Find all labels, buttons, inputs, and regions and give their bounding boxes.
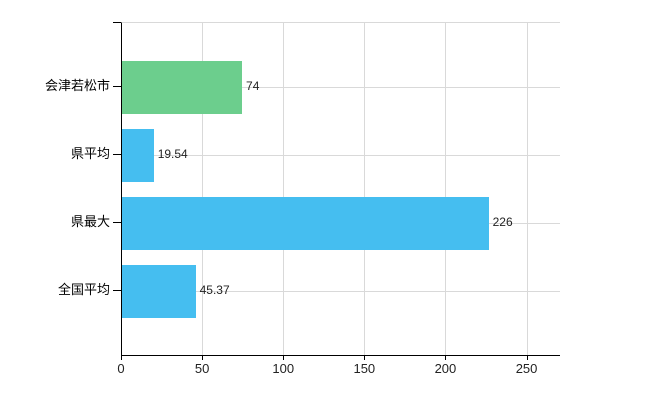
x-axis-tick [526,355,528,360]
category-label: 全国平均 [57,282,110,297]
gridline-horizontal [122,155,560,156]
y-axis-tick [113,222,121,223]
x-tick-label: 50 [194,361,210,376]
bar [122,60,243,114]
gridline-horizontal [122,291,560,292]
plot-area: 74 19.54 226 45.37 [121,22,560,356]
x-tick-label: 200 [434,361,457,376]
value-label: 19.54 [157,147,188,161]
x-axis-tick [121,355,122,360]
category-label: 会津若松市 [44,78,110,93]
x-tick-label: 250 [515,361,538,376]
category-label: 県平均 [70,146,110,161]
value-label: 226 [492,215,513,229]
gridline-vertical [364,23,366,355]
y-axis-tick [113,154,121,155]
bar [122,196,489,250]
x-axis-tick [202,355,204,360]
x-axis-tick [445,355,447,360]
gridline-vertical [526,23,528,355]
y-axis-end-tick [113,22,121,23]
x-tick-label: 150 [353,361,376,376]
y-axis-tick [113,290,121,291]
x-tick-label: 0 [117,361,125,376]
gridline-vertical [283,23,285,355]
value-label: 74 [246,79,260,93]
x-tick-label: 100 [272,361,295,376]
bar [122,128,154,182]
x-axis-tick [364,355,366,360]
x-axis-tick [283,355,285,360]
gridline-horizontal [122,87,560,88]
y-axis-tick [113,86,121,87]
value-label: 45.37 [199,283,230,297]
category-label: 県最大 [70,214,110,229]
gridline-vertical [445,23,447,355]
bar [122,264,196,318]
gridline-vertical [202,23,204,355]
